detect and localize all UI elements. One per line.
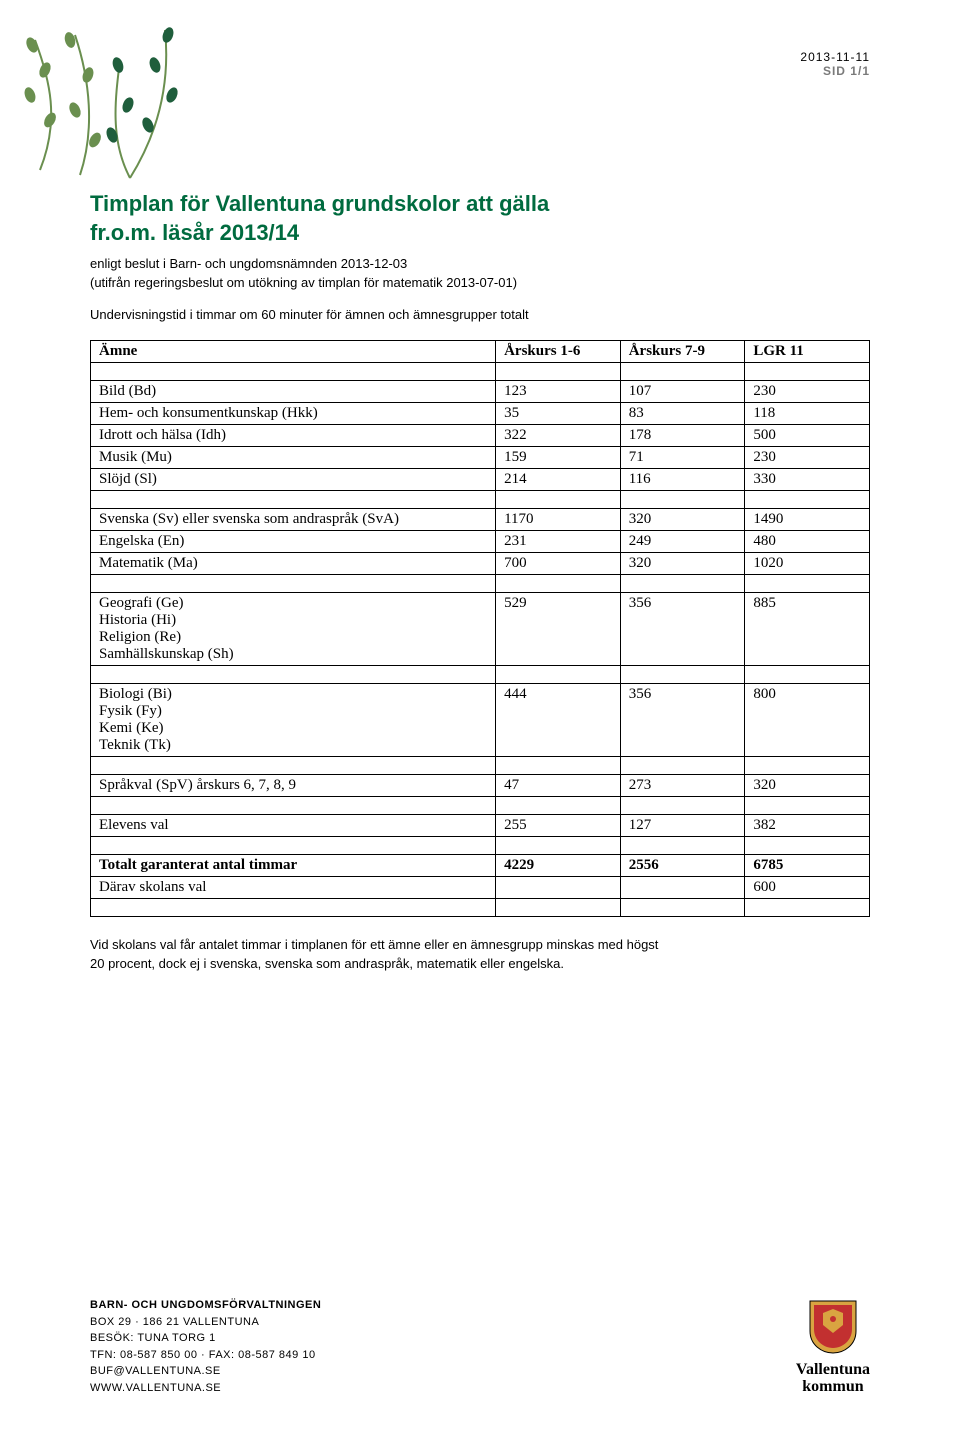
footnote: Vid skolans val får antalet timmar i tim… (90, 935, 870, 974)
col-lgr11: LGR 11 (745, 340, 870, 362)
table-spacer (91, 490, 870, 508)
table-row: Matematik (Ma)7003201020 (91, 552, 870, 574)
table-row: Engelska (En)231249480 (91, 530, 870, 552)
table-spacer (91, 796, 870, 814)
page-footer: BARN- OCH UNGDOMSFÖRVALTNINGEN BOX 29 · … (90, 1297, 870, 1396)
table-spacer (91, 836, 870, 854)
header-meta: 2013-11-11 SID 1/1 (800, 50, 870, 78)
table-row: Därav skolans val600 (91, 876, 870, 898)
table-row: Svenska (Sv) eller svenska som andrasprå… (91, 508, 870, 530)
table-row: Idrott och hälsa (Idh)322178500 (91, 424, 870, 446)
page-title: Timplan för Vallentuna grundskolor att g… (90, 190, 870, 247)
table-header-row: Ämne Årskurs 1-6 Årskurs 7-9 LGR 11 (91, 340, 870, 362)
municipality-logo: Vallentuna kommun (796, 1299, 870, 1396)
table-row: Musik (Mu)15971230 (91, 446, 870, 468)
table-spacer (91, 898, 870, 916)
intro-text-2: Undervisningstid i timmar om 60 minuter … (90, 307, 870, 322)
table-spacer (91, 756, 870, 774)
intro-text: enligt beslut i Barn- och ungdomsnämnden… (90, 255, 870, 293)
logo-text: Vallentuna kommun (796, 1362, 870, 1396)
table-spacer (91, 574, 870, 592)
table-row: Elevens val255127382 (91, 814, 870, 836)
table-row: Språkval (SpV) årskurs 6, 7, 8, 94727332… (91, 774, 870, 796)
table-row: Slöjd (Sl)214116330 (91, 468, 870, 490)
table-row-total: Totalt garanterat antal timmar4229255667… (91, 854, 870, 876)
table-row: Bild (Bd)123107230 (91, 380, 870, 402)
shield-icon (808, 1299, 858, 1355)
header-sid: SID 1/1 (800, 64, 870, 78)
col-amne: Ämne (91, 340, 496, 362)
timplan-table: Ämne Årskurs 1-6 Årskurs 7-9 LGR 11 Bild… (90, 340, 870, 917)
footer-contact: BARN- OCH UNGDOMSFÖRVALTNINGEN BOX 29 · … (90, 1297, 321, 1396)
vine-decoration (20, 20, 220, 180)
table-row: Hem- och konsumentkunskap (Hkk)3583118 (91, 402, 870, 424)
col-arskurs16: Årskurs 1-6 (496, 340, 621, 362)
header-date: 2013-11-11 (800, 50, 870, 64)
col-arskurs79: Årskurs 7-9 (620, 340, 745, 362)
table-spacer (91, 665, 870, 683)
table-spacer (91, 362, 870, 380)
